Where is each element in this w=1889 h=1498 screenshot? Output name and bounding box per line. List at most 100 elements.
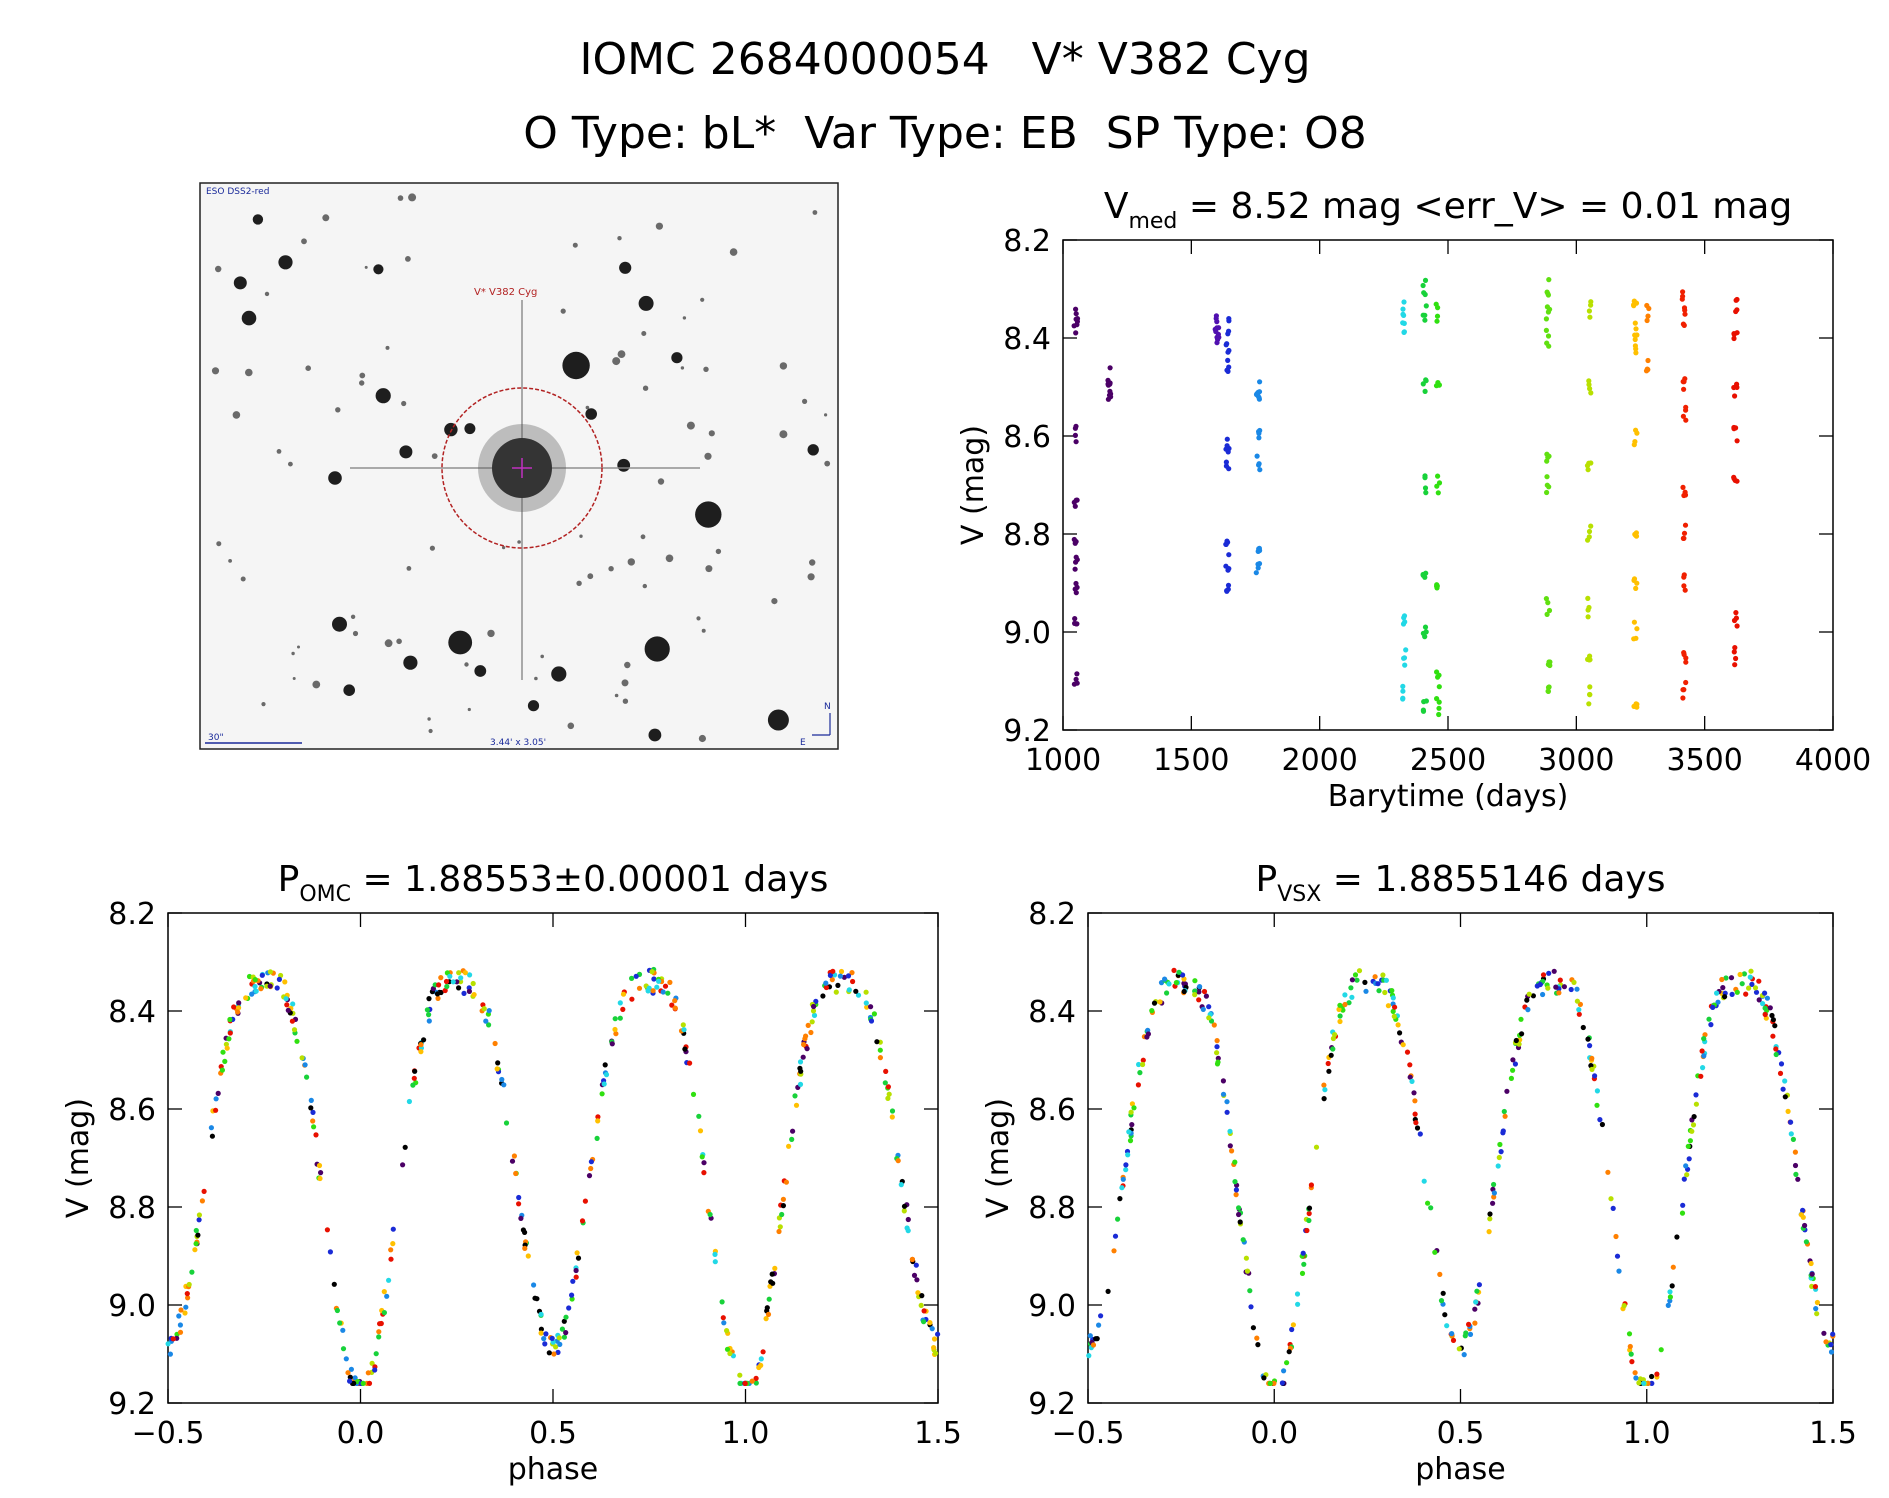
lightcurve-point bbox=[1546, 453, 1552, 459]
lightcurve-point bbox=[1545, 333, 1552, 339]
phase-point bbox=[753, 1380, 759, 1386]
phase-point bbox=[1181, 976, 1187, 982]
phase-point bbox=[931, 1345, 937, 1351]
x-tick-label: 0.0 bbox=[337, 1416, 385, 1451]
finder-star bbox=[264, 291, 270, 297]
lightcurve-point bbox=[1105, 377, 1111, 383]
phase-point bbox=[461, 990, 467, 997]
lightcurve-point bbox=[1681, 386, 1687, 392]
phase-point bbox=[758, 1356, 764, 1362]
lightcurve-point bbox=[1400, 306, 1406, 312]
phase-point bbox=[337, 1320, 343, 1326]
lightcurve-point bbox=[1587, 386, 1593, 392]
phase-point bbox=[1770, 1017, 1776, 1023]
phase-point bbox=[1380, 972, 1386, 978]
finder-star bbox=[216, 541, 222, 547]
lightcurve-point bbox=[1422, 388, 1428, 394]
phase-point bbox=[376, 1329, 382, 1335]
lightcurve-point bbox=[1546, 659, 1552, 665]
phase-point bbox=[1224, 1109, 1230, 1115]
phase-point bbox=[1821, 1330, 1827, 1336]
phase-point bbox=[1290, 1322, 1296, 1328]
phase-point bbox=[458, 975, 464, 981]
finder-star bbox=[622, 698, 629, 704]
phase-point bbox=[444, 983, 450, 990]
phase-point bbox=[808, 1029, 814, 1036]
finder-star bbox=[655, 222, 664, 230]
phase-point bbox=[1540, 972, 1547, 978]
phase-point bbox=[929, 1326, 935, 1332]
finder-star bbox=[502, 546, 506, 550]
finder-star bbox=[700, 297, 705, 302]
phase-point bbox=[450, 979, 456, 985]
lightcurve-point bbox=[1073, 580, 1079, 587]
phase-point bbox=[1203, 993, 1209, 999]
y-tick-label: 8.6 bbox=[108, 1093, 156, 1128]
phase-point bbox=[1137, 1070, 1143, 1076]
phase-point bbox=[660, 989, 666, 995]
lightcurve-point bbox=[1585, 656, 1591, 663]
phase-point bbox=[1614, 1253, 1621, 1259]
phase-point bbox=[1404, 1049, 1411, 1055]
lightcurve-point bbox=[1682, 311, 1688, 317]
phase-point bbox=[1220, 1078, 1226, 1084]
phase-point bbox=[1428, 1205, 1434, 1211]
phase-point bbox=[1115, 1216, 1121, 1222]
phase-point bbox=[617, 1015, 623, 1021]
phase-point bbox=[701, 1170, 707, 1176]
phase-point bbox=[707, 1211, 713, 1218]
phase-point bbox=[348, 1366, 354, 1372]
lightcurve-point bbox=[1401, 299, 1407, 305]
finder-star bbox=[701, 628, 706, 633]
phase-point bbox=[411, 1075, 417, 1081]
phase-point bbox=[447, 973, 453, 979]
phase-point bbox=[406, 1098, 412, 1105]
y-tick-label: 8.4 bbox=[108, 995, 156, 1030]
phase-point bbox=[1608, 1196, 1614, 1202]
finder-star bbox=[540, 654, 544, 659]
phase-point bbox=[373, 1351, 379, 1357]
phase-point bbox=[1502, 1113, 1508, 1119]
x-tick-label: 3000 bbox=[1538, 743, 1614, 778]
finder-star bbox=[464, 423, 476, 435]
finder-star bbox=[408, 193, 417, 202]
phase-point bbox=[1299, 1270, 1306, 1276]
phase-point bbox=[769, 1271, 775, 1277]
phase-point bbox=[1701, 1053, 1707, 1059]
phase-point bbox=[1828, 1342, 1834, 1348]
x-tick-label: 0.5 bbox=[529, 1416, 577, 1451]
lightcurve-point bbox=[1634, 626, 1640, 632]
phase-point bbox=[629, 975, 635, 982]
lightcurve-point bbox=[1436, 684, 1442, 690]
figure-subtitle: O Type: bL* Var Type: EB SP Type: O8 bbox=[523, 108, 1366, 159]
phase-point bbox=[889, 1114, 895, 1120]
lightcurve-point bbox=[1731, 335, 1737, 342]
phase-point bbox=[1304, 1227, 1310, 1234]
phase-point bbox=[1214, 1050, 1220, 1056]
phase-point bbox=[222, 1058, 228, 1064]
lightcurve-point bbox=[1256, 461, 1262, 467]
phase-point bbox=[1306, 1210, 1312, 1217]
lightcurve-point bbox=[1226, 318, 1232, 324]
finder-star bbox=[812, 210, 818, 215]
phase-point bbox=[513, 1170, 519, 1177]
finder-star bbox=[429, 545, 435, 551]
phase-point bbox=[227, 1030, 233, 1036]
x-tick-label: 1000 bbox=[1025, 743, 1101, 778]
phase-point bbox=[1157, 999, 1163, 1005]
phase-point bbox=[1530, 993, 1536, 999]
phase-point bbox=[258, 986, 264, 992]
lightcurve-point bbox=[1435, 473, 1441, 479]
phase-point bbox=[1800, 1207, 1806, 1213]
y-tick-label: 8.4 bbox=[1003, 322, 1051, 357]
phase-point bbox=[620, 1006, 626, 1013]
x-axis-label: Barytime (days) bbox=[1328, 779, 1569, 814]
phase-point bbox=[1090, 1342, 1097, 1348]
phase-point bbox=[313, 1132, 319, 1138]
phase-point bbox=[820, 993, 826, 999]
phase-point bbox=[919, 1293, 925, 1299]
phase-point bbox=[595, 1114, 601, 1120]
phase-point bbox=[1129, 1101, 1135, 1107]
finder-star bbox=[278, 255, 293, 270]
phase-point bbox=[421, 1037, 427, 1043]
